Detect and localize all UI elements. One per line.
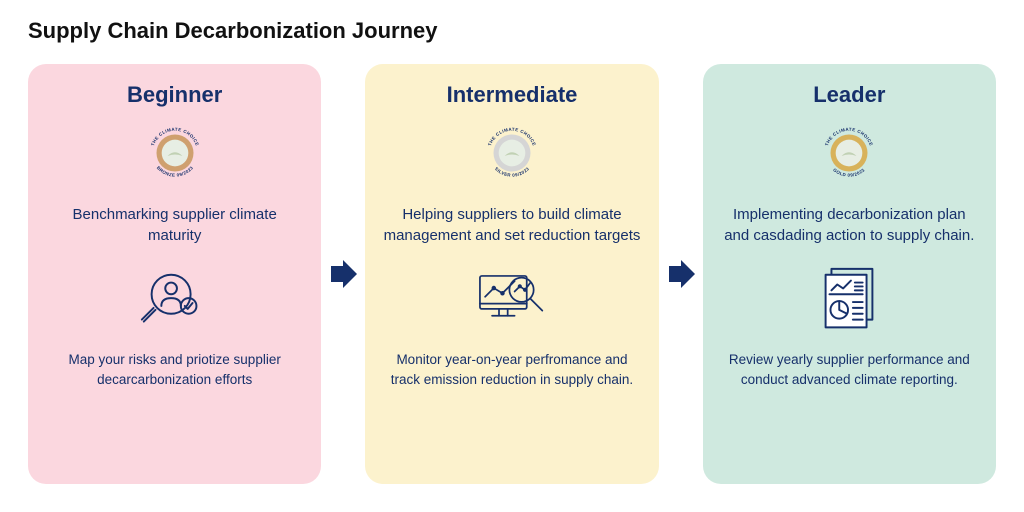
cards-row: Beginner THE CLIMATE CHOICE BRONZE 09/20… <box>28 64 996 484</box>
card-desc1-intermediate: Helping suppliers to build climate manag… <box>383 204 640 246</box>
card-title-beginner: Beginner <box>127 82 222 108</box>
card-desc1-beginner: Benchmarking supplier climate maturity <box>46 204 303 246</box>
monitor-chart-magnify-icon <box>473 264 551 334</box>
badge-silver: THE CLIMATE CHOICE SILVER 09/2023 <box>475 116 549 190</box>
card-title-leader: Leader <box>813 82 885 108</box>
card-desc1-leader: Implementing decarbonization plan and ca… <box>721 204 978 246</box>
report-docs-icon <box>810 264 888 334</box>
magnify-user-icon <box>136 264 214 334</box>
card-leader: Leader THE CLIMATE CHOICE GOLD 09/2023 I… <box>703 64 996 484</box>
badge-bronze: THE CLIMATE CHOICE BRONZE 09/2023 <box>138 116 212 190</box>
card-desc2-beginner: Map your risks and priotize supplier dec… <box>46 350 303 391</box>
arrow-right-icon <box>329 260 357 288</box>
page-title: Supply Chain Decarbonization Journey <box>28 18 996 44</box>
card-desc2-intermediate: Monitor year-on-year perfromance and tra… <box>383 350 640 391</box>
arrow-right-icon <box>667 260 695 288</box>
card-title-intermediate: Intermediate <box>447 82 578 108</box>
card-beginner: Beginner THE CLIMATE CHOICE BRONZE 09/20… <box>28 64 321 484</box>
badge-gold: THE CLIMATE CHOICE GOLD 09/2023 <box>812 116 886 190</box>
card-desc2-leader: Review yearly supplier performance and c… <box>721 350 978 391</box>
card-intermediate: Intermediate THE CLIMATE CHOICE SILVER 0… <box>365 64 658 484</box>
